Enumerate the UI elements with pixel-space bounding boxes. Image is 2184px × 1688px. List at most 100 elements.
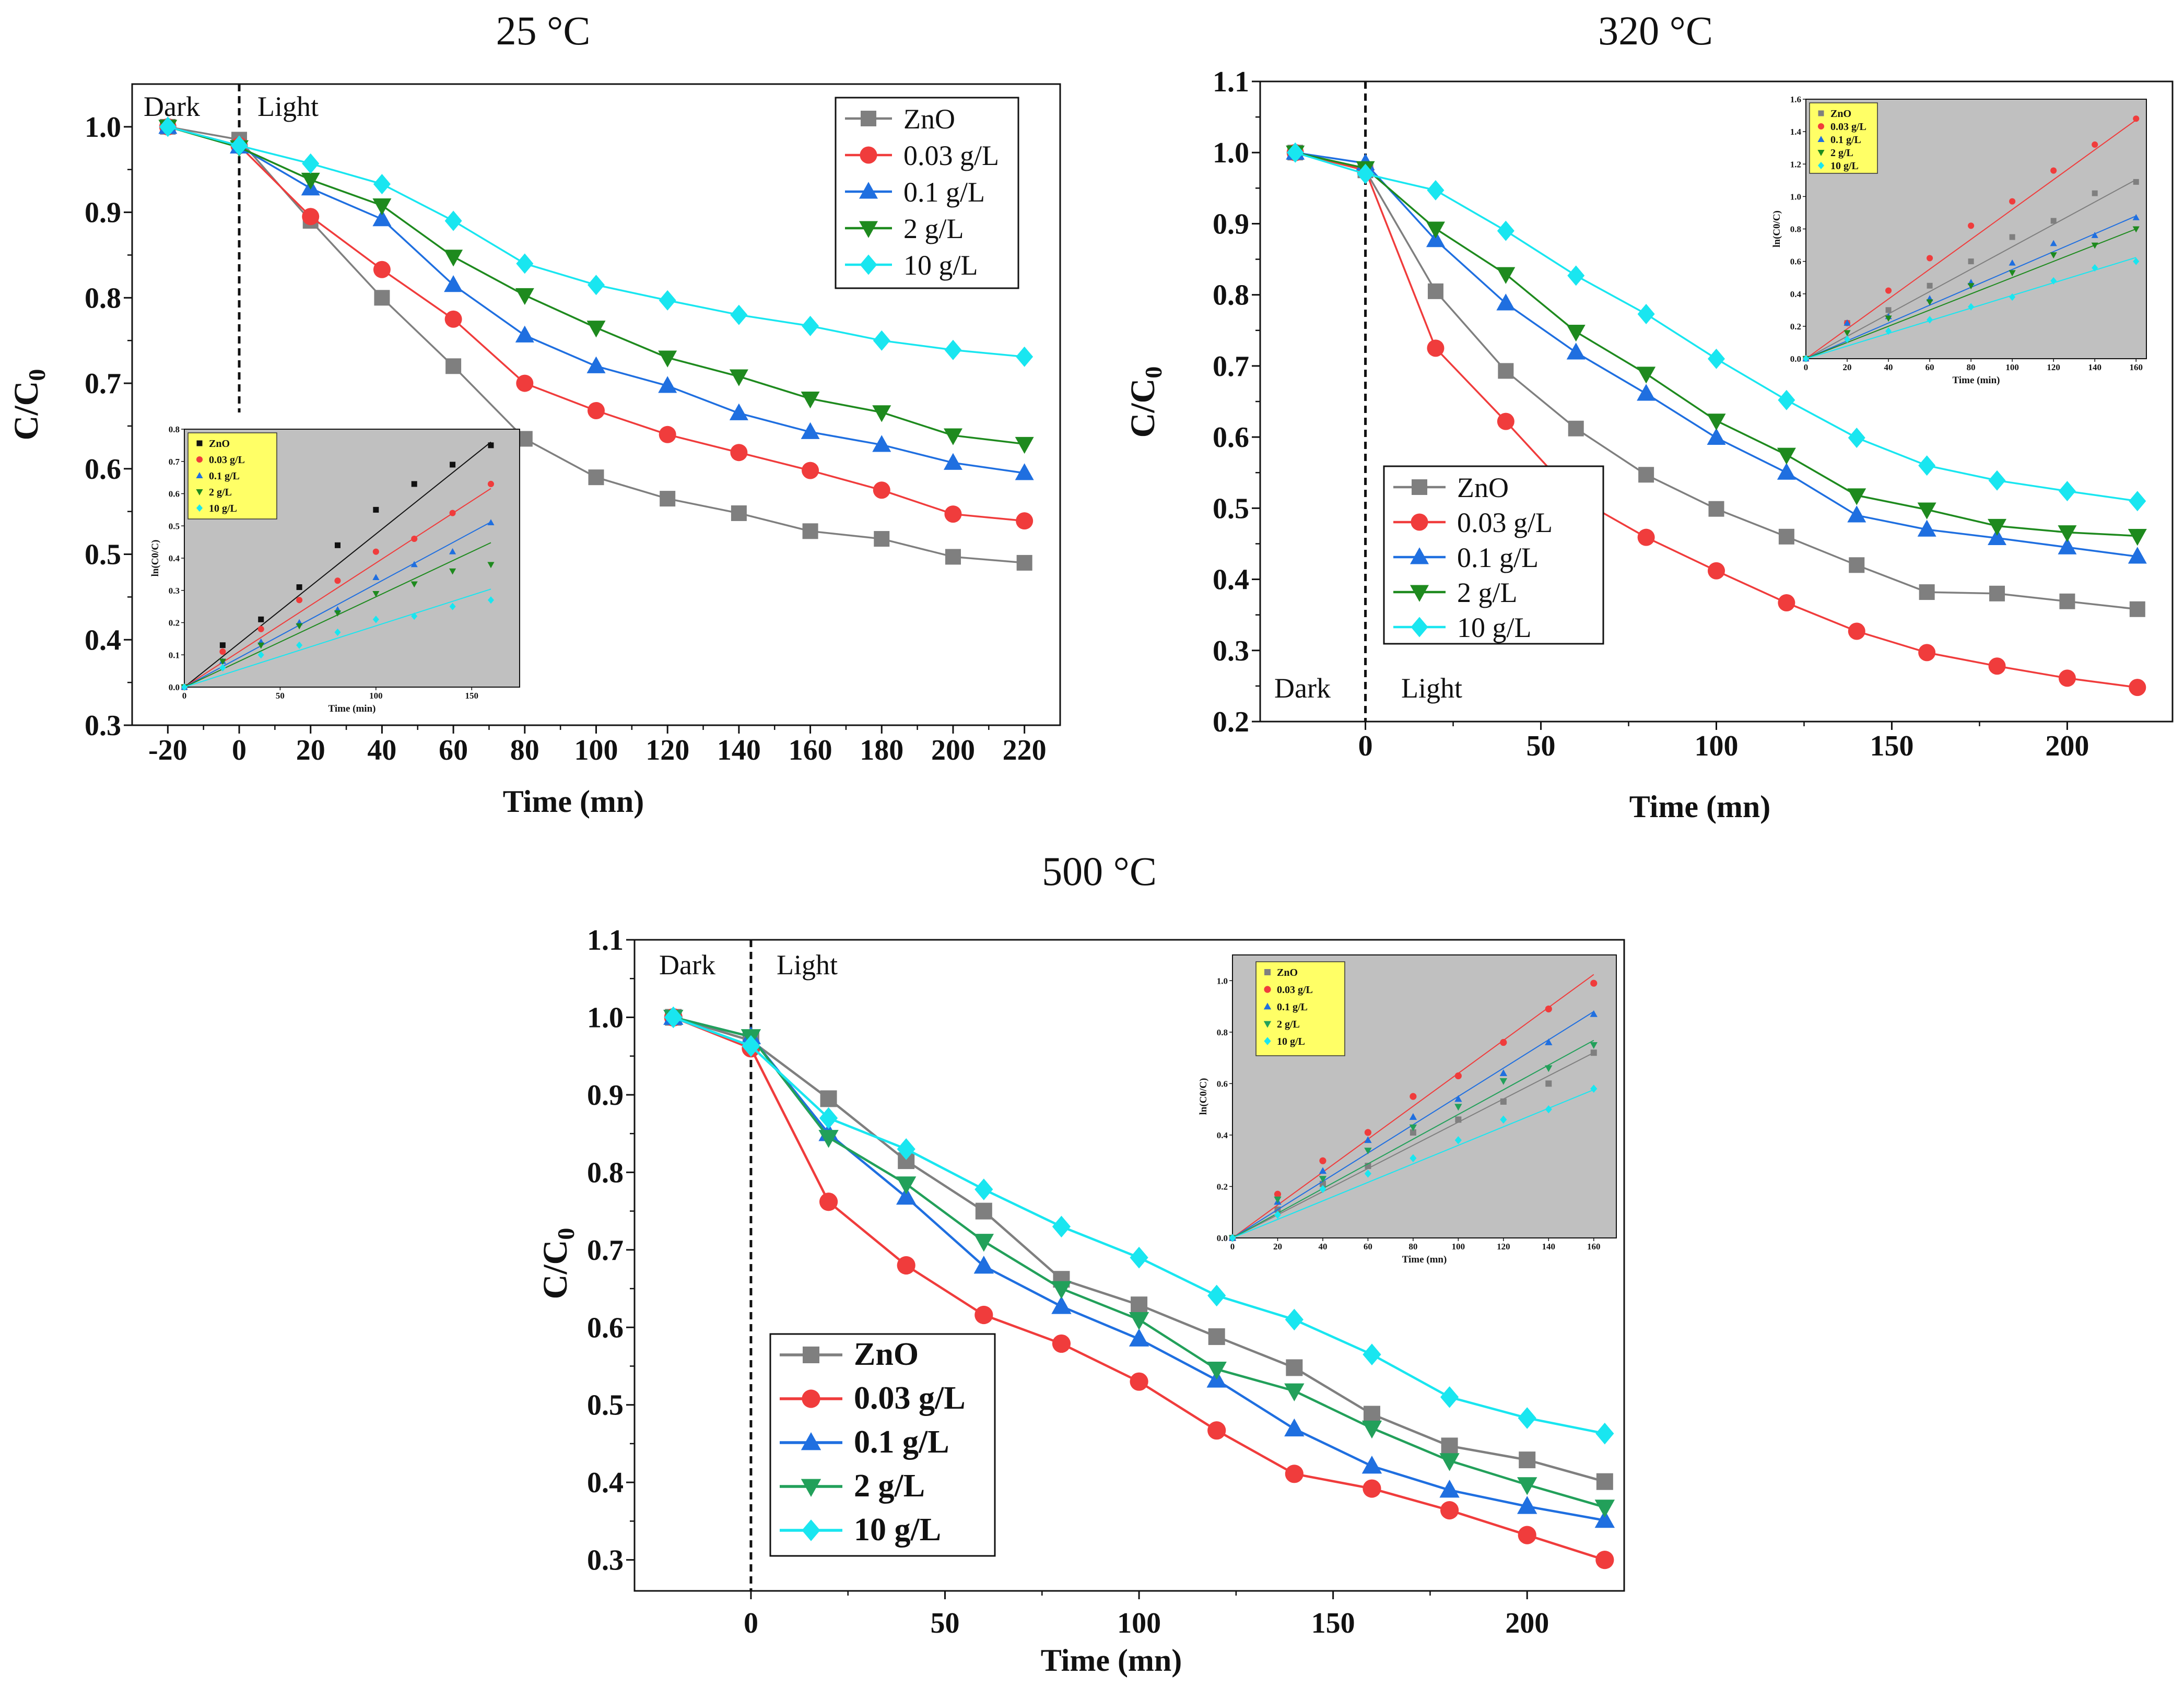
data-point-2-g-l [1917, 502, 1936, 520]
y-tick-label: 0.5 [1213, 492, 1249, 525]
data-point-0-1-g-l [729, 403, 748, 420]
inset-x-tick-label: 100 [2005, 362, 2019, 372]
inset-y-tick-label: 1.2 [1790, 159, 1801, 169]
inset-point-zno [334, 542, 340, 548]
data-point-10-g-l [444, 210, 462, 231]
y-tick-label: 0.6 [587, 1312, 624, 1344]
inset-point-0-03-g-l [1885, 287, 1892, 294]
data-point-10-g-l [730, 304, 748, 325]
inset-point-2-g-l [1454, 1104, 1462, 1111]
inset-y-tick-label: 0.4 [169, 553, 180, 563]
data-point-0-1-g-l [1051, 1296, 1072, 1314]
data-point-0-1-g-l [515, 325, 534, 343]
data-point-0-03-g-l [1637, 528, 1655, 546]
inset-point-2-g-l [1364, 1148, 1372, 1154]
data-point-0-1-g-l [1129, 1328, 1149, 1347]
data-point-2-g-l [1847, 488, 1866, 505]
data-point-0-03-g-l [944, 505, 962, 523]
inset-point-zno [2133, 179, 2139, 185]
legend-marker-zno [1412, 479, 1427, 495]
inset-point-0-1-g-l [2132, 214, 2140, 220]
data-point-10-g-l [373, 174, 391, 195]
data-point-2-g-l [2058, 525, 2077, 542]
inset-y-tick-label: 0.1 [169, 650, 180, 660]
data-point-0-1-g-l [943, 453, 962, 470]
data-point-0-1-g-l [586, 356, 606, 373]
inset-point-10-g-l [1802, 355, 1810, 363]
inset-x-tick-label: 80 [1967, 362, 1976, 372]
legend-label-zno: ZnO [903, 103, 955, 135]
inset-fit-line-0-03-g-l [1232, 974, 1594, 1238]
data-point-2-g-l [1707, 414, 1726, 431]
data-point-0-03-g-l [1285, 1465, 1304, 1483]
inset-y-tick-label: 0.2 [1790, 322, 1801, 332]
data-point-zno [1849, 557, 1865, 573]
data-point-zno [1441, 1437, 1458, 1455]
y-tick-label: 0.7 [587, 1234, 624, 1267]
inset-legend-marker-0-03-g-l [196, 456, 203, 463]
data-point-zno [1989, 585, 2005, 601]
inset-point-10-g-l [2009, 293, 2016, 301]
inset-legend-label-2-g-l: 2 g/L [209, 487, 232, 498]
inset-legend-label-zno: ZnO [209, 438, 230, 450]
y-tick-label: 1.0 [587, 1001, 624, 1034]
x-tick-label: 40 [367, 734, 396, 766]
data-point-2-g-l [1015, 436, 1034, 454]
y-tick-label: 0.8 [1213, 279, 1249, 312]
inset-y-tick-label: 0.2 [169, 618, 180, 628]
data-point-0-1-g-l [1517, 1496, 1537, 1514]
data-point-0-1-g-l [1284, 1418, 1305, 1437]
inset-point-2-g-l [2132, 226, 2140, 233]
inset-legend-label-0-03-g-l: 0.03 g/L [1830, 121, 1866, 133]
inset-point-2-g-l [1885, 315, 1892, 322]
x-tick-label: 0 [1358, 730, 1373, 762]
inset-point-10-g-l [487, 596, 495, 604]
y-tick-label: 0.5 [587, 1389, 624, 1422]
inset-point-0-1-g-l [2050, 240, 2057, 246]
legend-label-zno: ZnO [1457, 472, 1509, 503]
data-point-0-03-g-l [1595, 1551, 1614, 1569]
data-point-2-g-l [1566, 325, 1586, 342]
data-point-0-03-g-l [1207, 1421, 1226, 1440]
data-point-zno [1427, 283, 1443, 299]
data-point-10-g-l [2129, 491, 2146, 512]
data-point-0-1-g-l [973, 1255, 994, 1274]
data-point-zno [445, 358, 462, 374]
inset-fit-line-zno [1805, 179, 2136, 359]
inset-point-0-03-g-l [296, 597, 303, 604]
dark-label: Dark [144, 91, 200, 122]
inset-point-2-g-l [1590, 1042, 1598, 1049]
inset-legend-marker-0-03-g-l [1817, 123, 1825, 130]
title-500c: 500 °C [1042, 848, 1157, 894]
x-tick-label: 150 [1870, 730, 1913, 762]
legend-label-0-03-g-l: 0.03 g/L [1457, 507, 1553, 538]
x-tick-label: 80 [510, 734, 539, 766]
inset-point-0-03-g-l [372, 548, 379, 555]
inset-point-zno [1927, 282, 1933, 289]
legend-label-2-g-l: 2 g/L [854, 1468, 925, 1504]
inset-point-10-g-l [296, 641, 303, 649]
inset-point-0-03-g-l [449, 510, 456, 516]
y-tick-label: 1.0 [85, 111, 121, 144]
inset-point-zno [258, 616, 264, 622]
inset-point-0-1-g-l [2009, 259, 2016, 266]
inset-x-tick-label: 150 [465, 691, 479, 701]
inset-x-tick-label: 140 [2088, 362, 2101, 372]
y-tick-label: 0.8 [85, 282, 121, 314]
x-tick-label: 140 [717, 734, 761, 766]
data-point-2-g-l [1051, 1281, 1072, 1300]
legend-marker-0-1-g-l [859, 182, 878, 199]
x-axis-label: Time (mn) [1629, 789, 1771, 824]
y-tick-label: 0.3 [85, 710, 121, 742]
data-point-2-g-l [2128, 528, 2147, 546]
inset-legend-marker-0-03-g-l [1264, 986, 1271, 993]
data-point-zno [874, 531, 890, 547]
data-point-10-g-l [1130, 1246, 1148, 1269]
y-axis-label-sub: 0 [24, 369, 50, 381]
y-axis-label-main: C/C [536, 1240, 574, 1300]
inset-legend-label-2-g-l: 2 g/L [1830, 147, 1853, 159]
inset-point-2-g-l [487, 562, 495, 569]
inset-point-zno [1590, 1049, 1597, 1056]
light-label: Light [777, 949, 838, 981]
data-point-10-g-l [159, 116, 177, 137]
